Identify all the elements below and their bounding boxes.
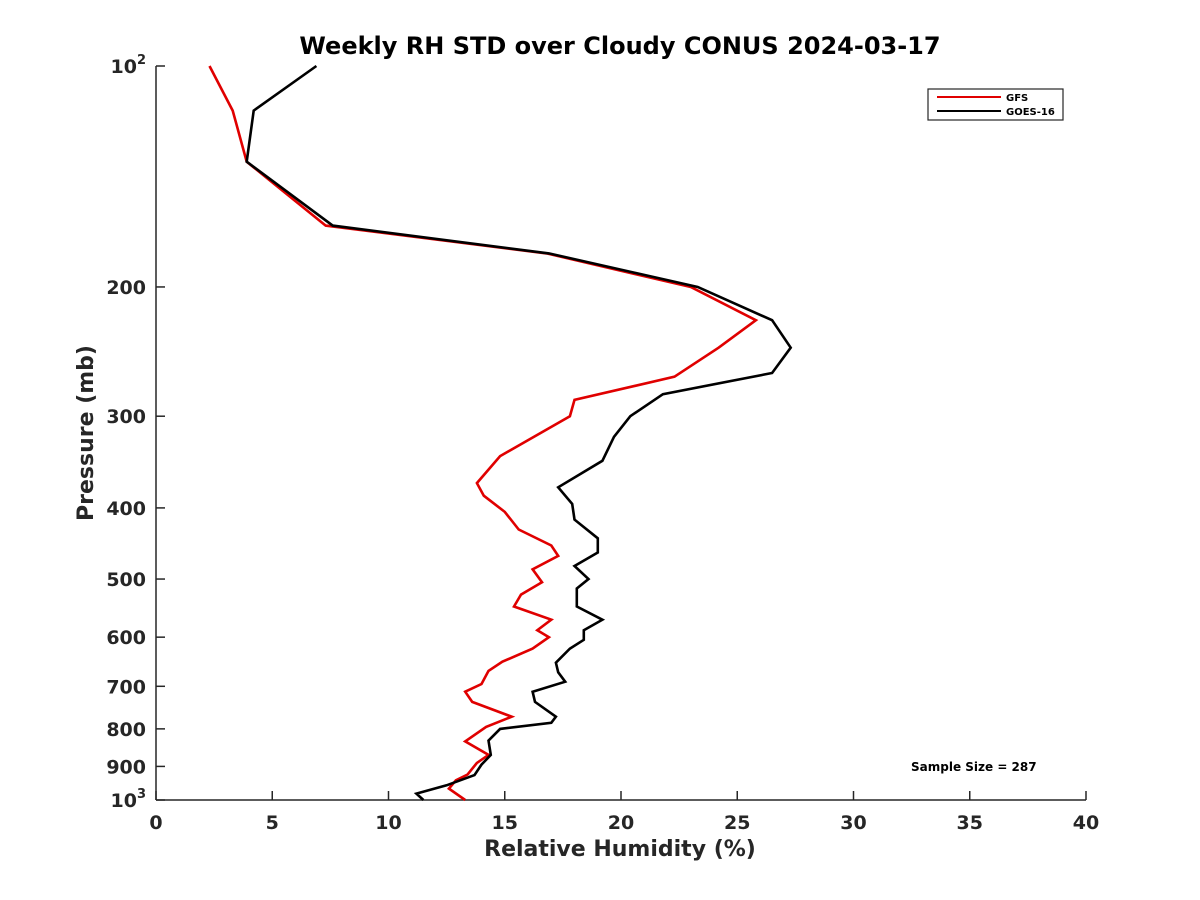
x-tick-label: 30 [840, 812, 866, 834]
y-tick-label: 400 [106, 498, 146, 520]
y-tick-label: 600 [106, 627, 146, 649]
x-tick-label: 0 [149, 812, 162, 834]
legend-label-gfs: GFS [1006, 93, 1028, 104]
x-tick-label: 40 [1073, 812, 1099, 834]
legend-label-goes-16: GOES-16 [1006, 107, 1055, 118]
y-tick-label: 800 [106, 719, 146, 741]
sample-size-annotation: Sample Size = 287 [911, 760, 1037, 774]
series-lines [208, 64, 793, 802]
x-tick-label: 35 [957, 812, 983, 834]
legend-box [927, 88, 1064, 121]
y-tick-label-exponent: 2 [137, 53, 146, 68]
y-tick-label: 300 [106, 406, 146, 428]
x-ticks: 0 5 10 15 20 25 30 35 40 [149, 791, 1099, 834]
y-axis-label: Pressure (mb) [74, 345, 99, 521]
x-tick-label: 25 [724, 812, 750, 834]
y-tick-label: 500 [106, 569, 146, 591]
y-tick-label-exponent: 3 [137, 787, 146, 802]
plot-area: 0 5 10 15 20 25 30 35 40 10220030040050060070080… [106, 53, 1099, 834]
y-tick-label: 103 [111, 787, 147, 812]
y-tick-label: 900 [106, 756, 146, 778]
y-tick-label-base: 10 [111, 56, 137, 78]
y-tick-label: 700 [106, 676, 146, 698]
x-axis-label: Relative Humidity (%) [484, 837, 756, 862]
chart-title: Weekly RH STD over Cloudy CONUS 2024-03-… [299, 32, 940, 60]
x-tick-label: 20 [608, 812, 634, 834]
series-line-goes-16 [245, 64, 793, 801]
x-tick-label: 15 [492, 812, 518, 834]
y-tick-label: 200 [106, 277, 146, 299]
x-tick-label: 10 [375, 812, 401, 834]
legend: GFS GOES-16 [927, 88, 1064, 121]
y-tick-label-base: 10 [111, 790, 137, 812]
x-tick-label: 5 [266, 812, 279, 834]
series-line-gfs [208, 65, 759, 802]
y-tick-label: 102 [111, 53, 147, 78]
